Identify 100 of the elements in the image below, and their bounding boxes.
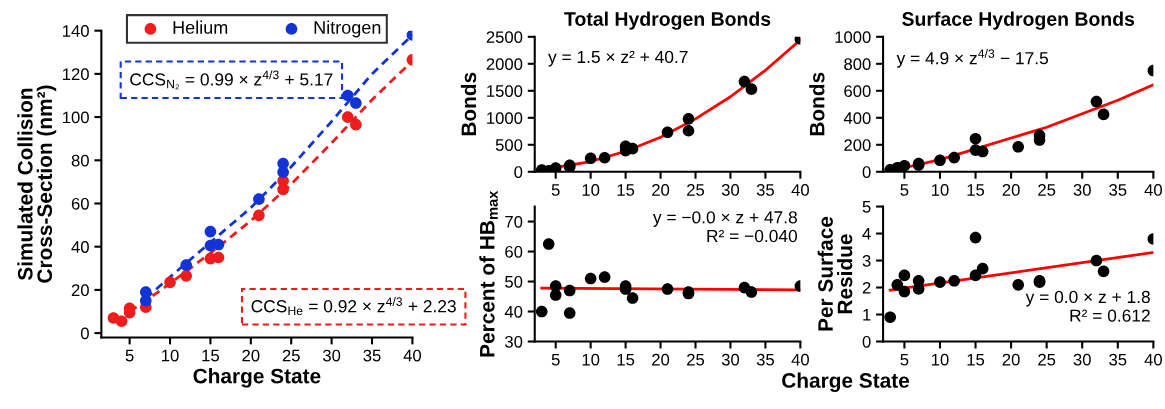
annotation: CCS$_{He}$ = 0.92 × z$^{4/3}$ + 2.23 (251, 296, 456, 316)
x-tick-label: 25 (1038, 353, 1056, 366)
point (934, 276, 946, 288)
x-axis-title: Charge State (782, 372, 910, 393)
y-tick-label: 0 (80, 327, 89, 340)
point (948, 274, 961, 287)
y-tick-label: 0 (862, 335, 871, 348)
point (1090, 254, 1103, 267)
x-tick-label: 10 (162, 349, 179, 362)
y-axis-title: Per Surface Residue (817, 216, 853, 331)
point (180, 270, 192, 282)
point (969, 231, 982, 244)
point (350, 97, 362, 109)
x-tick-label: 5 (551, 353, 560, 366)
point (745, 83, 758, 95)
point (253, 209, 265, 222)
point (1012, 141, 1025, 153)
y-tick-label: 500 (495, 139, 523, 151)
x-tick-label: 35 (756, 184, 774, 196)
x-tick-label: 20 (652, 353, 670, 366)
point (1012, 279, 1025, 291)
point (164, 276, 176, 289)
y-tick-label: 2500 (486, 31, 523, 44)
y-tick-label: 600 (844, 85, 871, 97)
x-tick-label: 40 (1144, 184, 1162, 196)
x-tick-label: 10 (582, 353, 600, 366)
x-tick-label: 5 (900, 353, 909, 366)
point (738, 75, 751, 88)
x-tick-label: 30 (721, 353, 740, 366)
y-tick-label: 50 (505, 275, 523, 288)
point (912, 283, 925, 295)
point (661, 126, 674, 139)
y-tick-label: 60 (71, 197, 89, 210)
y-axis-title: Percent of HB$_{max}$ (479, 190, 498, 357)
y-tick-label: 40 (71, 241, 89, 253)
y-tick-label: 2 (862, 281, 871, 294)
y-tick-label: 120 (63, 68, 89, 81)
legend-label: Nitrogen (314, 20, 381, 38)
y-tick-label: 40 (504, 305, 523, 318)
point (598, 271, 611, 283)
point (584, 152, 597, 165)
x-tick-label: 15 (617, 353, 635, 366)
x-tick-label: 35 (1109, 353, 1127, 366)
x-tick-label: 25 (282, 349, 300, 362)
annotation: y = 4.9 × z$^{4/3}$ − 17.5 (896, 48, 1049, 68)
x-tick-label: 35 (363, 349, 381, 362)
x-tick-label: 20 (652, 184, 670, 196)
annotation: y = 1.5 × z² + 40.7 (548, 50, 688, 67)
x-tick-label: 40 (1144, 353, 1162, 366)
point (1097, 108, 1110, 121)
point (563, 307, 576, 319)
y-axis-title: Bonds (809, 72, 825, 136)
point (976, 262, 989, 275)
point (542, 238, 555, 250)
point (626, 292, 639, 304)
point (563, 284, 576, 297)
x-tick-label: 30 (1073, 184, 1091, 196)
point (549, 289, 562, 301)
y-tick-label: 3 (862, 254, 871, 267)
x-tick-label: 30 (322, 349, 341, 362)
y-tick-label: 1500 (487, 85, 523, 97)
y-tick-label: 70 (505, 215, 523, 228)
annotation: y = −0.0 × z + 47.8 R² = −0.040 (652, 211, 798, 243)
x-tick-label: 15 (202, 349, 219, 362)
point (682, 113, 695, 125)
x-tick-label: 15 (967, 353, 985, 366)
x-tick-label: 20 (1002, 184, 1020, 196)
point (204, 225, 217, 238)
x-tick-label: 40 (403, 349, 422, 362)
annotation: CCS$_{N₂}$ = 0.99 × z$^{4/3}$ + 5.17 (130, 70, 333, 90)
point (549, 162, 562, 172)
point (180, 259, 192, 271)
y-tick-label: 5 (862, 201, 871, 213)
x-tick-label: 5 (551, 184, 560, 196)
y-tick-label: 4 (862, 228, 871, 240)
point (969, 132, 982, 145)
y-tick-label: 200 (844, 139, 871, 151)
y-tick-label: 1000 (835, 31, 871, 44)
y-tick-label: 100 (63, 111, 89, 124)
point (115, 315, 128, 328)
x-tick-label: 20 (1002, 353, 1020, 366)
y-tick-label: 1000 (487, 112, 523, 124)
y-tick-label: 20 (71, 284, 89, 297)
point (898, 269, 911, 282)
x-axis-title: Charge State (193, 368, 321, 388)
x-tick-label: 25 (687, 184, 705, 196)
point (661, 283, 674, 295)
y-axis-title: Simulated Collision Cross-Section (nm²) (17, 85, 57, 283)
y-tick-label: 0 (862, 166, 871, 178)
annotation: y = 0.0 × z + 1.8 R² = 0.612 (1025, 290, 1150, 322)
point (598, 151, 611, 164)
point (898, 285, 911, 298)
chart-title: Surface Hydrogen Bonds (902, 11, 1135, 30)
x-tick-label: 35 (1109, 184, 1127, 196)
y-tick-label: 400 (843, 112, 871, 124)
y-tick-label: 1 (863, 309, 871, 321)
point (253, 193, 265, 205)
x-tick-label: 10 (582, 184, 600, 196)
x-tick-label: 5 (125, 349, 134, 362)
y-tick-label: 60 (505, 245, 523, 258)
